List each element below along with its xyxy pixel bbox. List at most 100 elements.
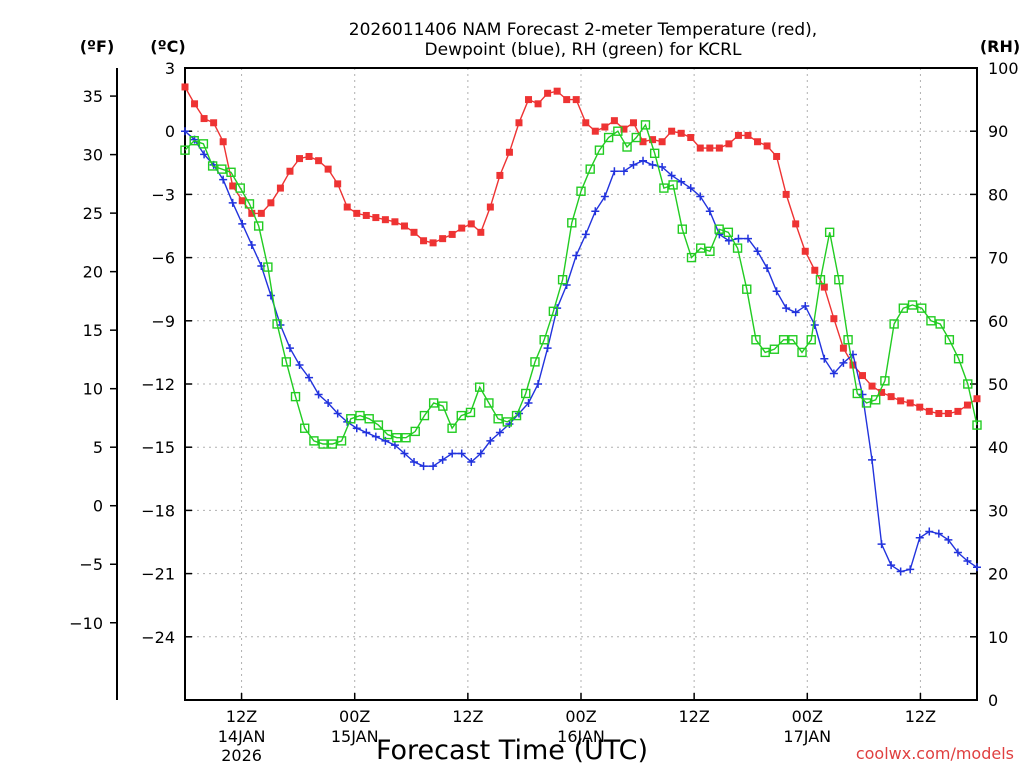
temperature-point — [439, 235, 447, 243]
rh-point — [742, 284, 752, 294]
rh-point — [889, 319, 899, 329]
rh-point — [511, 410, 522, 421]
temperature-point — [553, 87, 561, 95]
rh-tick-label: 10 — [988, 628, 1008, 647]
dewpoint-point — [820, 354, 829, 363]
dewpoint-point — [677, 177, 686, 186]
rh-point — [382, 429, 393, 440]
dewpoint-point — [868, 455, 877, 464]
rh-point — [318, 439, 328, 449]
rh-point — [309, 436, 319, 446]
rh-point — [281, 357, 292, 367]
temperature-point — [801, 247, 809, 255]
rh-point — [207, 161, 218, 171]
rh-unit-label: (RH) — [980, 37, 1020, 56]
rh-point — [198, 139, 209, 149]
rh-point — [659, 183, 669, 193]
dewpoint-point — [658, 163, 667, 172]
temperature-point — [677, 129, 685, 137]
dewpoint-point — [648, 160, 657, 169]
rh-point — [346, 414, 356, 424]
temperature-point — [362, 211, 370, 219]
temperature-point — [639, 138, 647, 146]
dewpoint-point — [934, 529, 943, 538]
temperature-point — [496, 171, 504, 179]
dewpoint-point — [285, 344, 294, 353]
rh-point — [972, 420, 982, 430]
watermark: coolwx.com/models — [856, 744, 1014, 763]
temperature-point — [525, 96, 533, 104]
temperature-point — [763, 142, 771, 150]
dewpoint-point — [572, 251, 581, 260]
rh-point — [778, 335, 789, 345]
dewpoint-point — [696, 192, 705, 201]
temperature-point — [210, 119, 218, 127]
fahrenheit-tick-label: 0 — [93, 497, 103, 516]
dewpoint-point — [953, 548, 962, 557]
dewpoint-point — [906, 565, 915, 574]
rh-point — [723, 227, 734, 238]
temperature-point — [591, 127, 599, 135]
x-tick-label-date: 14JAN — [218, 727, 266, 746]
rh-point — [585, 164, 595, 174]
temperature-point — [668, 127, 676, 135]
temperature-point — [353, 209, 361, 217]
rh-point — [355, 410, 365, 421]
temperature-point — [400, 222, 408, 230]
rh-point — [640, 120, 651, 130]
dewpoint-point — [200, 150, 209, 159]
rh-tick-label: 30 — [988, 501, 1008, 520]
rh-point — [567, 218, 577, 228]
rh-point — [861, 398, 872, 408]
dewpoint-point — [429, 462, 438, 471]
rh-tick-label: 50 — [988, 375, 1008, 394]
dewpoint-point — [591, 207, 600, 216]
rh-point — [594, 145, 605, 155]
celsius-tick-label: −21 — [141, 565, 175, 584]
rh-point — [898, 303, 909, 313]
fahrenheit-tick-label: 15 — [83, 321, 103, 340]
x-tick-label-year: 2026 — [221, 746, 262, 765]
x-tick-label-date: 17JAN — [783, 727, 831, 746]
dewpoint-point — [543, 344, 552, 353]
dewpoint-point — [686, 184, 695, 193]
rh-series — [180, 120, 982, 449]
dewpoint-point — [247, 240, 256, 249]
rh-point — [364, 414, 374, 424]
temperature-point — [830, 315, 838, 323]
rh-point — [677, 224, 688, 234]
dewpoint-point — [352, 424, 361, 433]
temperature-point — [544, 89, 552, 97]
dewpoint-point — [457, 449, 466, 458]
dewpoint-point — [505, 420, 514, 429]
rh-point — [852, 388, 862, 399]
temperature-point — [754, 138, 762, 146]
temperature-point — [296, 155, 304, 163]
temperature-point — [276, 184, 284, 192]
rh-tick-label: 100 — [988, 59, 1019, 78]
temperature-point — [534, 100, 542, 108]
dewpoint-point — [782, 304, 791, 313]
x-axis-title: Forecast Time (UTC) — [376, 735, 648, 766]
fahrenheit-tick-label: 30 — [83, 146, 103, 165]
temperature-point — [267, 199, 275, 207]
rh-point — [806, 335, 816, 345]
temperature-point — [944, 409, 952, 417]
rh-point — [336, 436, 347, 446]
dewpoint-point — [266, 291, 275, 300]
dewpoint-point — [772, 287, 781, 296]
temperature-point — [954, 407, 962, 415]
celsius-tick-label: −3 — [151, 185, 175, 204]
rh-point — [576, 186, 586, 196]
temperature-point — [181, 83, 189, 91]
dewpoint-point — [896, 567, 905, 576]
temperature-point — [839, 344, 847, 352]
celsius-tick-label: −6 — [151, 249, 175, 268]
temperature-point — [935, 409, 943, 417]
temperature-point — [467, 220, 475, 228]
temperature-point — [429, 239, 437, 247]
rh-point — [521, 388, 531, 399]
rh-point — [926, 316, 936, 326]
temperature-point — [696, 144, 704, 152]
